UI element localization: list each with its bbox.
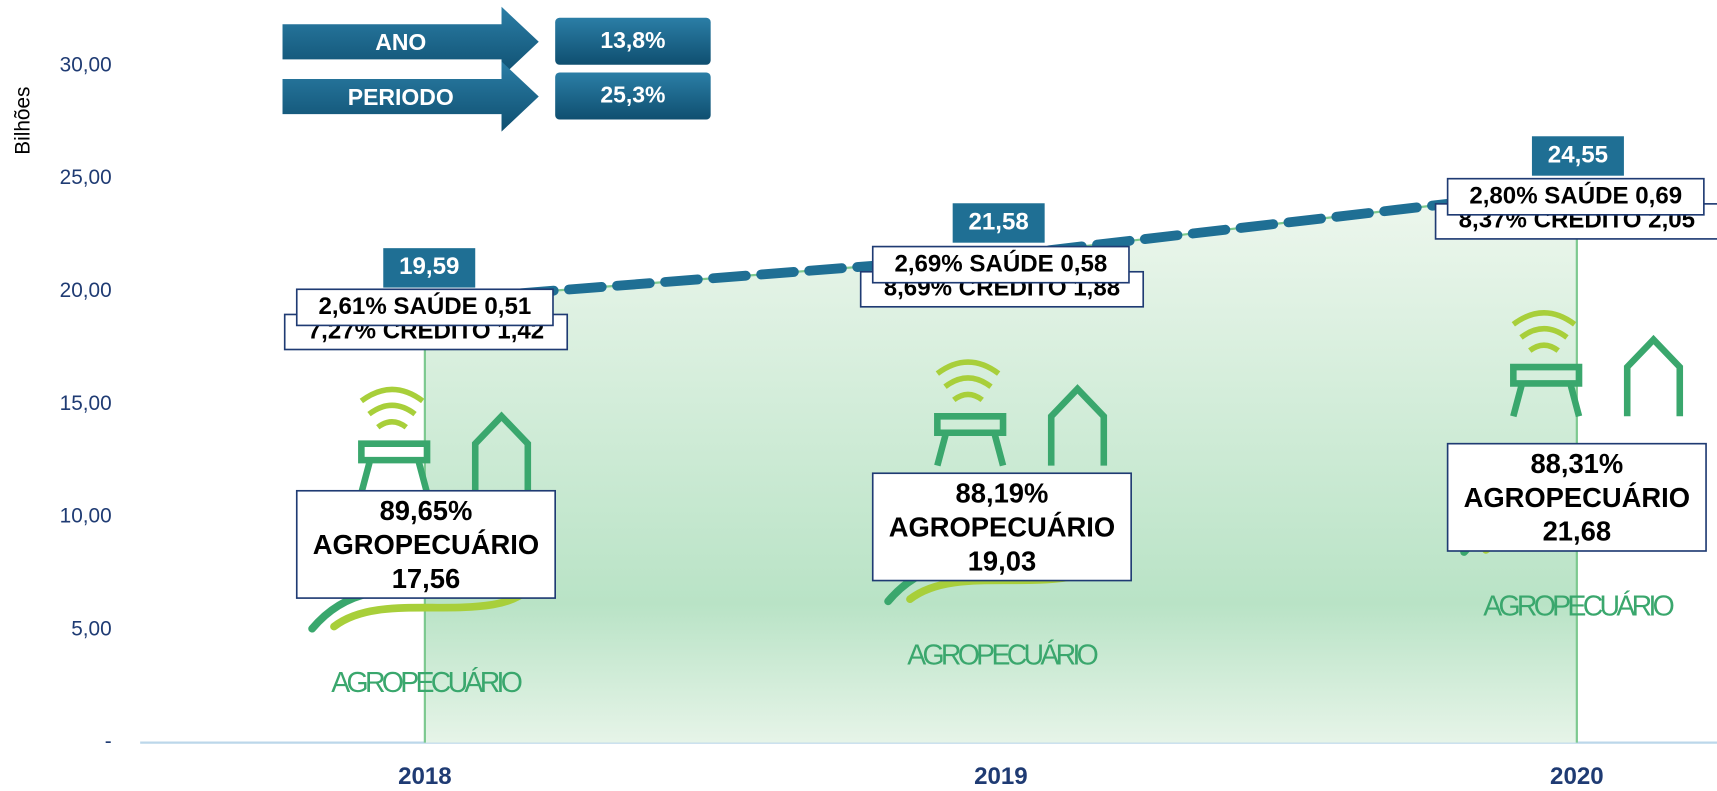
- agro-label: 21,68: [1543, 516, 1611, 547]
- icon-house: [1623, 334, 1684, 417]
- logo-text: AGROPECUÁRIO: [1483, 590, 1675, 622]
- icon-tower: [1510, 363, 1583, 418]
- growth-value: 25,3%: [600, 82, 665, 108]
- y-tick-label: 15,00: [60, 392, 112, 415]
- value-label-box: [1531, 136, 1624, 176]
- value-label: 21,58: [969, 208, 1029, 235]
- y-tick-label: -: [105, 730, 112, 753]
- growth-value: 13,8%: [600, 27, 665, 53]
- value-label: 24,55: [1548, 141, 1608, 168]
- saude-label: 2,69% SAÚDE 0,58: [894, 250, 1107, 278]
- icon-house: [471, 411, 532, 493]
- logo-text: AGROPECUÁRIO: [331, 667, 523, 699]
- y-tick-label: 10,00: [60, 505, 112, 528]
- saude-label: 2,61% SAÚDE 0,51: [318, 292, 531, 320]
- agro-label: 17,56: [392, 563, 460, 594]
- x-tick-label: 2019: [974, 763, 1028, 790]
- logo-text: AGROPECUÁRIO: [907, 640, 1099, 672]
- agro-label: AGROPECUÁRIO: [1464, 482, 1690, 513]
- x-tick-label: 2020: [1550, 763, 1604, 790]
- y-tick-label: 20,00: [60, 279, 112, 302]
- agro-label: AGROPECUÁRIO: [313, 529, 540, 560]
- growth-label: ANO: [375, 29, 426, 55]
- saude-box: [871, 245, 1130, 284]
- icon-signal: [1511, 310, 1577, 353]
- value-label: 19,59: [399, 253, 459, 280]
- icon-tower: [934, 413, 1007, 467]
- growth-value-box: [555, 17, 711, 65]
- growth-label: PERIODO: [348, 84, 454, 110]
- saude-box: [1446, 177, 1705, 216]
- agro-box: [1446, 442, 1707, 552]
- agro-label: AGROPECUÁRIO: [889, 511, 1116, 542]
- y-tick-label: 25,00: [60, 166, 112, 189]
- agro-label: 88,19%: [956, 477, 1049, 508]
- value-label-box: [383, 248, 476, 288]
- agro-label: 19,03: [968, 545, 1036, 576]
- icon-house: [1047, 384, 1108, 466]
- y-tick-label: 30,00: [60, 53, 112, 76]
- y-axis-label: Bilhões: [12, 87, 35, 155]
- growth-arrow: [282, 61, 539, 132]
- agro-label: 88,31%: [1530, 448, 1623, 479]
- icon-tower: [358, 440, 431, 494]
- y-tick-label: 5,00: [71, 617, 111, 640]
- growth-value-box: [555, 72, 711, 120]
- agro-box: [295, 489, 556, 599]
- icon-signal: [935, 359, 1001, 403]
- saude-box: [295, 288, 554, 327]
- agro-label: 89,65%: [380, 495, 473, 526]
- saude-label: 2,80% SAÚDE 0,69: [1469, 182, 1682, 210]
- icon-signal: [359, 386, 425, 430]
- value-label-box: [952, 203, 1045, 243]
- x-tick-label: 2018: [398, 763, 452, 790]
- agro-box: [871, 472, 1132, 582]
